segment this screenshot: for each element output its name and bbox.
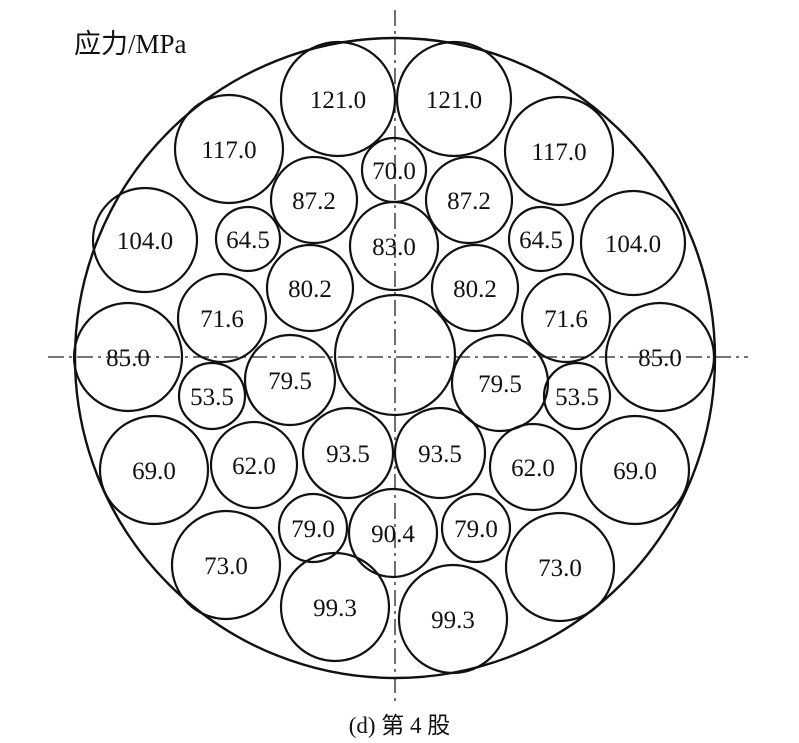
wire-circle (209, 420, 299, 510)
wire-stress-label: 73.0 (538, 555, 582, 582)
wire-circle (395, 40, 513, 158)
wire-stress-label: 80.2 (288, 276, 332, 303)
wire-stress-label: 69.0 (613, 458, 657, 485)
wire-stress-label: 64.5 (519, 227, 563, 254)
wire-circle (503, 95, 615, 207)
wire-circle (393, 406, 487, 500)
wire-circle (579, 189, 687, 297)
wire-stress-label: 62.0 (232, 453, 276, 480)
wire-circle (347, 487, 439, 579)
wire-stress-label: 121.0 (426, 87, 482, 114)
figure-caption: (d) 第 4 股 (348, 713, 451, 738)
wire-circle (579, 414, 691, 526)
wire-circle (504, 511, 616, 623)
wire-stress-label: 87.2 (447, 188, 491, 215)
wire-stress-label: 104.0 (605, 231, 661, 258)
wire-circle (430, 243, 520, 333)
wire-stress-label: 99.3 (431, 607, 475, 634)
wire-stress-label: 71.6 (544, 306, 588, 333)
wire-stress-label: 99.3 (313, 595, 357, 622)
wire-stress-label: 79.5 (268, 368, 312, 395)
wire-stress-label: 93.5 (418, 441, 462, 468)
wire-circle (277, 492, 349, 564)
wire-circle (604, 301, 716, 413)
wire-stress-label: 90.4 (371, 521, 415, 548)
wire-stress-label: 121.0 (310, 87, 366, 114)
wire-circle (424, 155, 514, 245)
wire-stress-label: 70.0 (372, 158, 416, 185)
wire-circle (214, 205, 282, 273)
wire-stress-label: 117.0 (201, 137, 256, 164)
wire-circle (279, 40, 397, 158)
wire-stress-label: 117.0 (531, 139, 586, 166)
wire-circle (72, 301, 184, 413)
wire-circle (450, 333, 550, 433)
wire-circle (170, 509, 282, 621)
wire-circle (279, 551, 391, 663)
wire-stress-label: 93.5 (326, 441, 370, 468)
wire-stress-label: 79.5 (478, 371, 522, 398)
wire-stress-label: 79.0 (454, 516, 498, 543)
wire-stress-label: 69.0 (132, 458, 176, 485)
wire-stress-label: 85.0 (106, 345, 150, 372)
wire-stress-label: 104.0 (117, 228, 173, 255)
wire-stress-label: 73.0 (204, 553, 248, 580)
wire-stress-label: 83.0 (372, 234, 416, 261)
wire-circle (173, 93, 285, 205)
wire-stress-label: 80.2 (453, 276, 497, 303)
wire-circle (98, 414, 210, 526)
wire-stress-label: 85.0 (638, 345, 682, 372)
wire-stress-label: 53.5 (190, 384, 234, 411)
wire-circle (507, 205, 575, 273)
stress-unit-label: 应力/MPa (74, 29, 187, 59)
wire-circle (397, 563, 509, 675)
wire-circle (265, 243, 355, 333)
center-wire (333, 293, 457, 417)
wire-stress-label: 62.0 (511, 455, 555, 482)
wire-circle (440, 492, 512, 564)
wire-circle (488, 422, 578, 512)
wire-circle (177, 361, 247, 431)
wire-stress-label: 71.6 (200, 306, 244, 333)
wire-circle (542, 361, 612, 431)
wire-circle (269, 155, 359, 245)
wire-circle (520, 272, 612, 364)
wire-stress-label: 53.5 (555, 384, 599, 411)
wire-circle (348, 200, 440, 292)
wire-circle (91, 186, 199, 294)
wire-stress-label: 64.5 (226, 227, 270, 254)
wire-circle (243, 333, 337, 427)
wire-circle (301, 406, 395, 500)
wire-stress-label: 87.2 (292, 188, 336, 215)
wire-circle (176, 272, 268, 364)
wire-stress-label: 79.0 (291, 516, 335, 543)
